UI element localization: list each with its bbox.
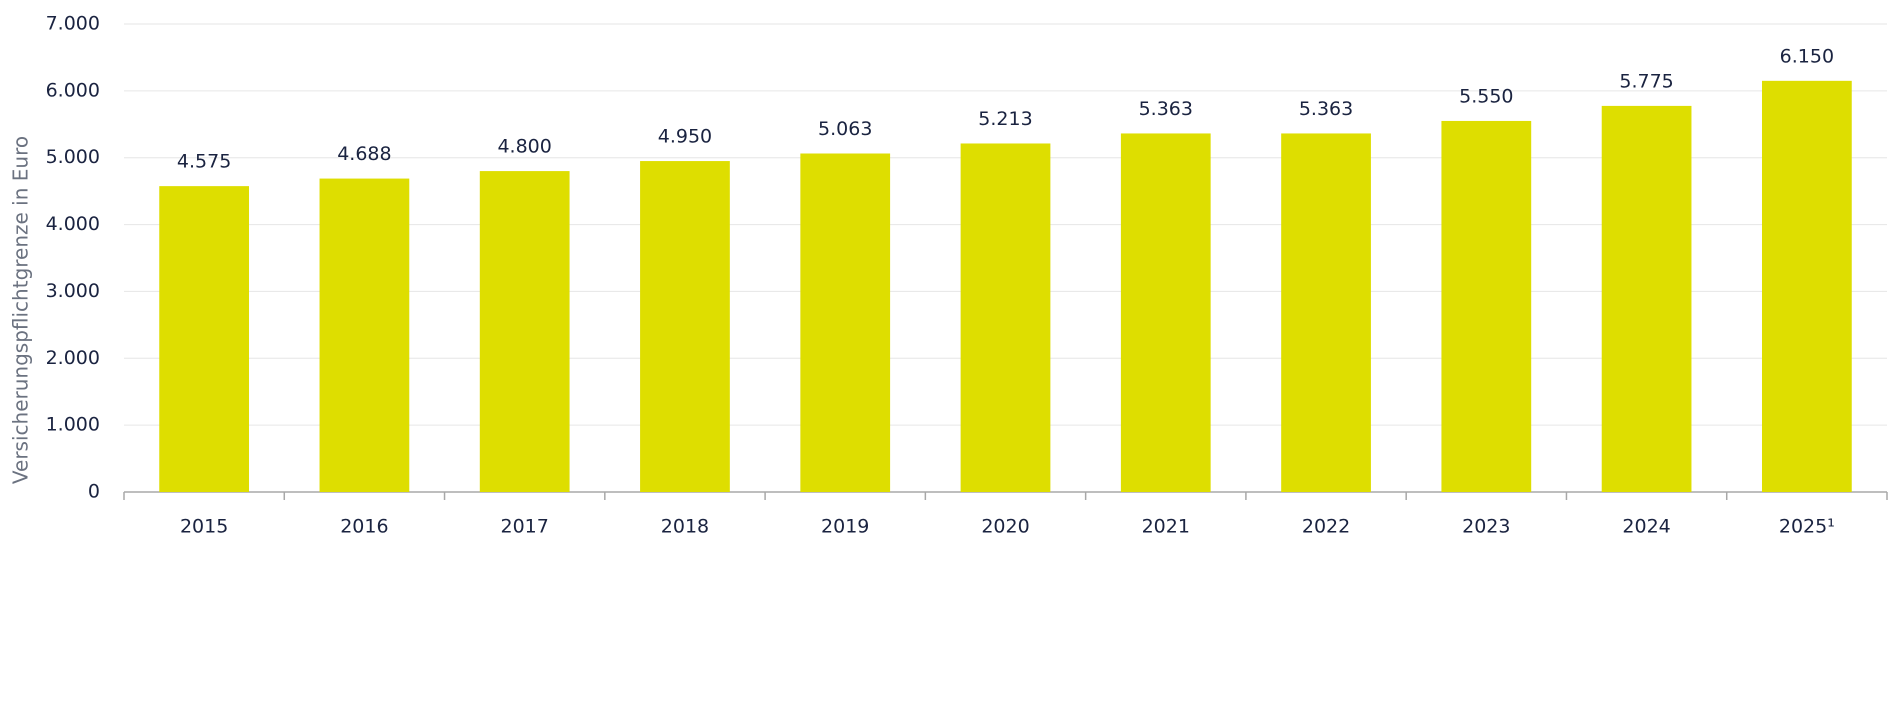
x-tick-label: 2017 — [501, 516, 549, 538]
value-label: 4.800 — [497, 136, 551, 158]
bar — [640, 161, 730, 493]
y-tick-label: 6.000 — [46, 79, 100, 101]
x-tick-label: 2024 — [1622, 516, 1670, 538]
x-tick-label: 2025¹ — [1779, 516, 1835, 538]
value-label: 6.150 — [1780, 45, 1834, 67]
x-tick-label: 2016 — [340, 516, 388, 538]
bar — [319, 178, 410, 492]
y-tick-label: 7.000 — [46, 13, 100, 35]
bar — [960, 143, 1051, 493]
x-tick-label: 2020 — [981, 516, 1029, 538]
bar — [479, 171, 570, 493]
value-label: 5.363 — [1299, 98, 1353, 120]
y-tick-label: 2.000 — [46, 347, 100, 369]
value-label: 5.363 — [1139, 98, 1193, 120]
bar — [1761, 80, 1852, 492]
bar — [1441, 120, 1532, 492]
y-tick-label: 4.000 — [46, 213, 100, 235]
bar — [159, 186, 250, 492]
value-label: 5.775 — [1619, 70, 1673, 92]
y-tick-label: 3.000 — [46, 280, 100, 302]
value-label: 5.550 — [1459, 85, 1513, 107]
value-label: 4.575 — [177, 151, 231, 173]
x-tick-label: 2023 — [1462, 516, 1510, 538]
x-tick-label: 2019 — [821, 516, 869, 538]
x-tick-label: 2015 — [180, 516, 228, 538]
value-label: 5.213 — [978, 108, 1032, 130]
x-tick-label: 2018 — [661, 516, 709, 538]
x-tick-label: 2021 — [1142, 516, 1190, 538]
y-tick-label: 5.000 — [46, 146, 100, 168]
y-tick-label: 1.000 — [46, 414, 100, 436]
bar — [1281, 133, 1371, 493]
value-label: 5.063 — [818, 118, 872, 140]
bar — [1601, 105, 1692, 493]
value-label: 4.950 — [658, 126, 712, 148]
y-tick-label: 0 — [88, 481, 100, 503]
x-tick-label: 2022 — [1302, 516, 1350, 538]
value-label: 4.688 — [337, 143, 391, 165]
y-axis-title: Versicherungspflichtgrenze in Euro — [9, 136, 33, 484]
bar — [1120, 133, 1211, 493]
bar — [800, 153, 891, 492]
